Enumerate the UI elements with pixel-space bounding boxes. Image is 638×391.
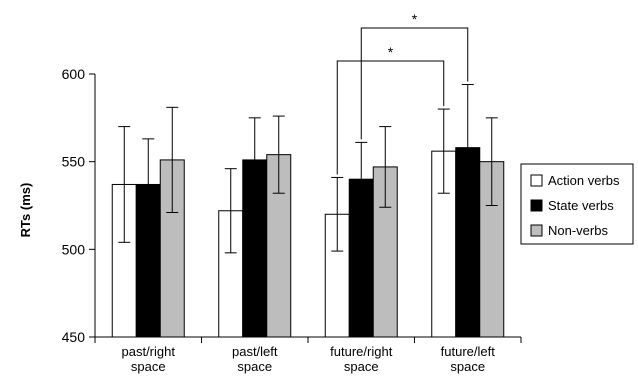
x-tick-label: space <box>450 359 485 374</box>
y-tick-label: 600 <box>62 66 86 82</box>
legend-label: Action verbs <box>548 173 620 188</box>
x-tick-label: future/right <box>330 344 393 359</box>
significance-bracket <box>336 60 445 175</box>
error-bars <box>118 84 498 254</box>
x-tick-label: future/left <box>441 344 496 359</box>
legend-label: Non-verbs <box>548 223 608 238</box>
y-axis-label: RTs (ms) <box>18 183 33 238</box>
x-tick-label: past/left <box>232 344 278 359</box>
legend-swatch <box>530 224 543 237</box>
x-tick-label: space <box>344 359 379 374</box>
significance-label: * <box>388 44 394 60</box>
x-tick-label: space <box>237 359 272 374</box>
y-tick-label: 450 <box>62 329 86 345</box>
legend: Action verbs State verbs Non-verbs <box>520 163 634 245</box>
legend-swatch <box>530 174 543 187</box>
legend-swatch <box>530 199 543 212</box>
x-tick-label: space <box>131 359 166 374</box>
y-tick-label: 500 <box>62 241 86 257</box>
significance-bracket <box>360 27 469 140</box>
significance-label: * <box>412 11 418 27</box>
x-tick-label: past/right <box>122 344 176 359</box>
y-tick-label: 550 <box>62 154 86 170</box>
significance-brackets: ** <box>336 11 469 175</box>
bars <box>111 147 505 338</box>
legend-label: State verbs <box>548 198 614 213</box>
axes: 450500550600past/rightspacepast/leftspac… <box>62 66 522 374</box>
